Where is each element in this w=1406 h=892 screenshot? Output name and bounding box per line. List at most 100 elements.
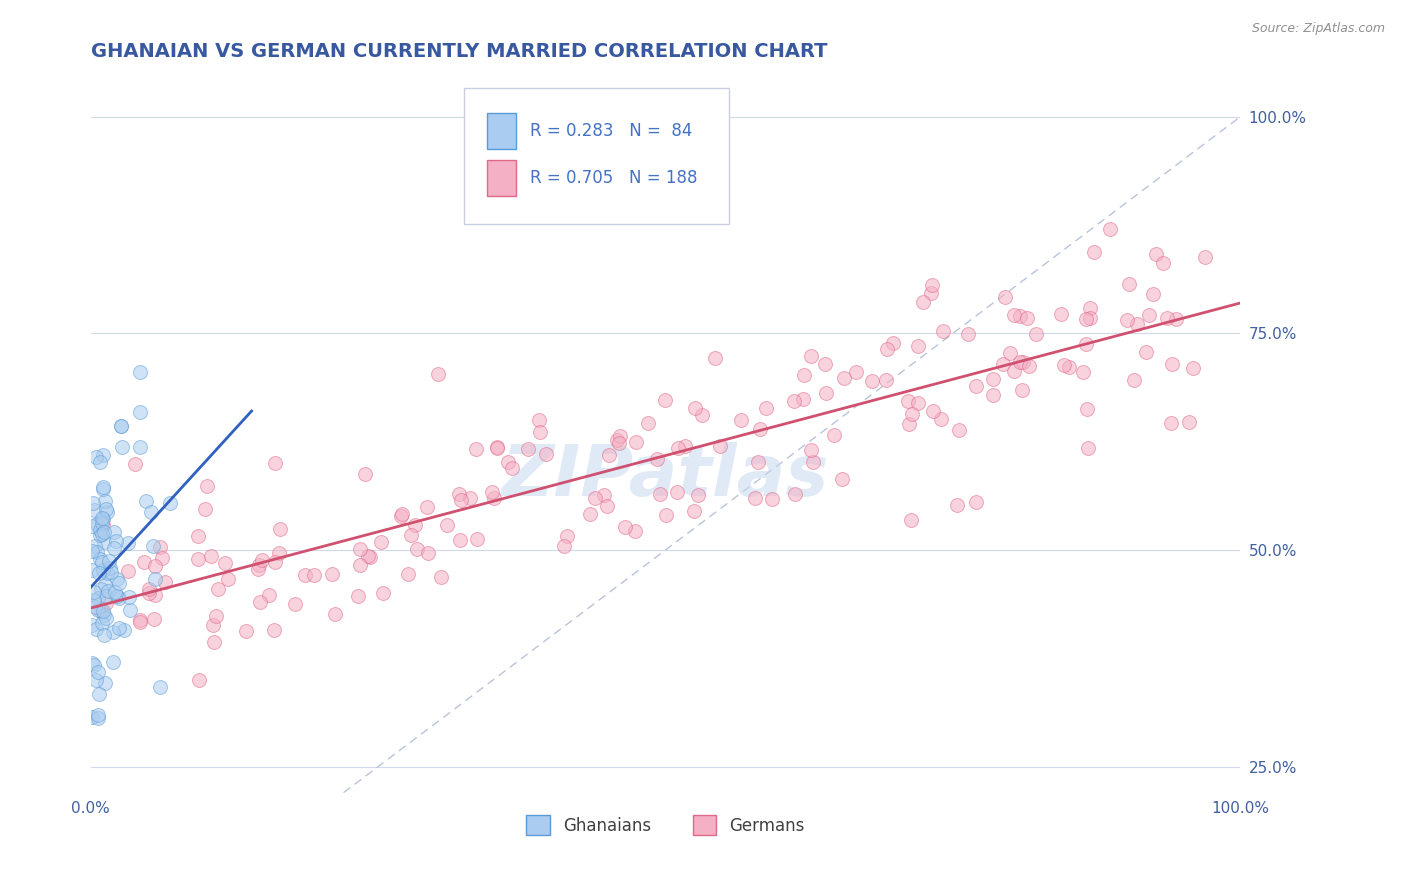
Point [249,595,271,609]
Point [1137,309,1160,323]
Point [83,600,105,615]
Point [89,528,111,542]
Point [135,494,157,508]
Point [814,386,837,401]
Point [583,491,606,506]
Point [496,455,519,469]
Point [579,507,602,521]
Point [194,502,217,516]
Point [143,558,166,573]
Point [187,529,209,543]
Point [436,517,458,532]
Point [673,439,696,453]
Point [624,434,647,449]
Point [323,607,346,622]
Point [87,710,110,724]
Point [703,351,725,366]
Point [783,394,806,409]
Point [501,460,523,475]
Point [783,487,806,501]
Point [747,455,769,469]
Point [82,710,104,724]
Point [134,555,156,569]
Point [1144,247,1167,261]
Point [152,551,174,566]
Point [800,349,823,363]
Point [94,493,117,508]
Point [111,441,134,455]
Point [269,546,291,560]
Point [104,585,127,599]
Point [416,546,439,560]
Point [129,440,152,454]
Point [80,519,103,533]
Point [100,565,122,579]
Point [932,324,955,338]
Point [744,491,766,505]
Point [666,441,689,455]
Point [80,543,103,558]
Point [1025,326,1047,341]
Point [406,541,429,556]
Point [606,433,628,447]
Point [97,583,120,598]
Point [666,485,689,500]
Point [128,405,150,419]
Point [107,621,129,635]
Point [1178,415,1201,429]
Point [250,553,273,567]
Point [991,357,1014,371]
Point [876,342,898,356]
Point [534,447,557,461]
Point [814,357,837,371]
Point [214,556,236,570]
Point [357,549,380,563]
Point [149,681,172,695]
Point [1074,311,1097,326]
Point [404,517,426,532]
Point [683,401,706,415]
Point [93,608,115,623]
Point [83,592,105,607]
Point [118,603,141,617]
Point [948,423,970,437]
Point [347,589,370,603]
Point [269,522,291,536]
Point [84,450,107,464]
Point [247,558,270,572]
Point [391,507,413,521]
Point [91,518,114,533]
Point [557,529,579,543]
Text: R = 0.283   N =  84: R = 0.283 N = 84 [530,122,692,140]
Point [1156,310,1178,325]
Point [90,604,112,618]
Point [654,392,676,407]
Point [1015,310,1038,325]
Point [1049,307,1071,321]
Point [482,491,505,505]
Point [103,625,125,640]
Point [129,365,152,379]
Point [93,535,115,549]
Point [529,425,551,440]
Point [89,687,111,701]
Point [207,582,229,596]
Text: Source: ZipAtlas.com: Source: ZipAtlas.com [1251,22,1385,36]
Point [110,419,132,434]
Point [142,539,165,553]
Point [101,655,124,669]
Point [430,570,453,584]
Point [87,566,110,581]
Point [929,412,952,426]
Point [981,387,1004,401]
Point [801,455,824,469]
Point [1057,360,1080,375]
Point [1194,250,1216,264]
Point [138,582,160,597]
Legend: Ghanaians, Germans: Ghanaians, Germans [526,815,804,835]
Point [1078,301,1101,315]
Point [143,588,166,602]
Point [91,482,114,496]
Text: GHANAIAN VS GERMAN CURRENTLY MARRIED CORRELATION CHART: GHANAIAN VS GERMAN CURRENTLY MARRIED COR… [90,42,827,61]
Point [264,555,287,569]
